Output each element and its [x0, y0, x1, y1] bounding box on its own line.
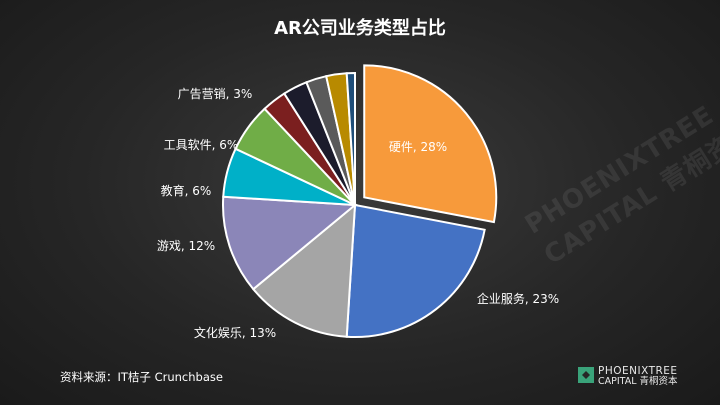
- logo-text-secondary: CAPITAL 青桐资本: [598, 376, 678, 387]
- slice-label: 教育, 6%: [161, 183, 212, 198]
- chart-title: AR公司业务类型占比: [274, 18, 446, 39]
- pie-slice: [363, 64, 498, 224]
- logo-mark-icon: [578, 367, 594, 383]
- source-note: 资料来源：IT桔子 Crunchbase: [60, 370, 223, 384]
- pie-slice: [222, 195, 358, 291]
- slice-label: 广告营销, 3%: [178, 87, 253, 101]
- logo-text-primary: PHOENIXTREE: [598, 365, 678, 377]
- pie-slice: [345, 203, 486, 338]
- logo: PHOENIXTREE CAPITAL 青桐资本: [578, 366, 678, 387]
- slice-label: 企业服务, 23%: [477, 291, 559, 306]
- slice-label: 硬件, 28%: [389, 140, 447, 154]
- pie-slice: [251, 202, 357, 338]
- pie-slice: [345, 71, 356, 206]
- slice-label: 工具软件, 6%: [164, 138, 239, 152]
- slice-label: 文化娱乐, 13%: [194, 325, 276, 340]
- slice-label: 游戏, 12%: [157, 239, 215, 253]
